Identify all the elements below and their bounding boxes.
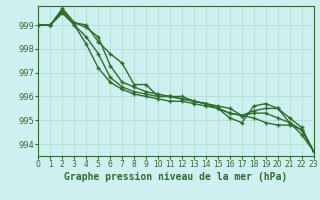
- X-axis label: Graphe pression niveau de la mer (hPa): Graphe pression niveau de la mer (hPa): [64, 172, 288, 182]
